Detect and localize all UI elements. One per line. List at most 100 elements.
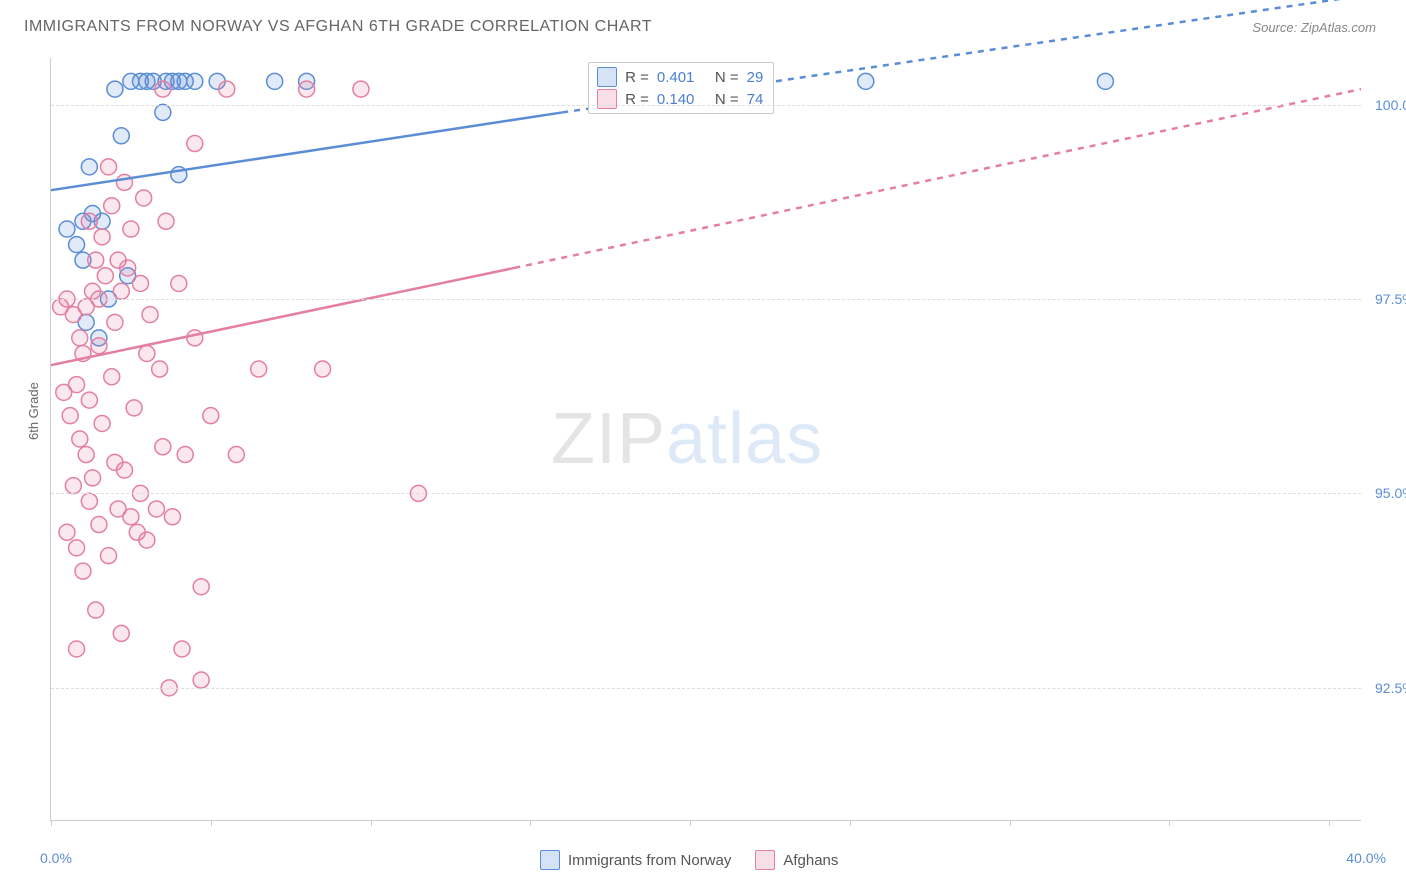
- data-point: [91, 517, 107, 533]
- source-attribution: Source: ZipAtlas.com: [1252, 20, 1376, 35]
- data-point: [132, 275, 148, 291]
- data-point: [148, 501, 164, 517]
- x-tick-mark: [371, 820, 372, 826]
- data-point: [101, 548, 117, 564]
- data-point: [113, 625, 129, 641]
- data-point: [126, 400, 142, 416]
- y-tick-label: 95.0%: [1363, 485, 1406, 501]
- data-point: [94, 415, 110, 431]
- trend-line-dashed: [514, 89, 1361, 268]
- source-value: ZipAtlas.com: [1301, 20, 1376, 35]
- data-point: [88, 252, 104, 268]
- stats-row: R =0.140N =74: [597, 89, 763, 109]
- data-point: [72, 431, 88, 447]
- gridline: [51, 493, 1361, 494]
- data-point: [155, 104, 171, 120]
- y-tick-label: 92.5%: [1363, 680, 1406, 696]
- data-point: [59, 524, 75, 540]
- x-axis-max-label: 40.0%: [1346, 850, 1386, 866]
- data-point: [78, 447, 94, 463]
- data-point: [171, 275, 187, 291]
- gridline: [51, 688, 1361, 689]
- gridline: [51, 299, 1361, 300]
- data-point: [123, 221, 139, 237]
- data-point: [97, 268, 113, 284]
- data-point: [88, 602, 104, 618]
- stat-r-value: 0.401: [657, 69, 707, 86]
- x-tick-mark: [51, 820, 52, 826]
- data-point: [72, 330, 88, 346]
- stats-row: R = 0.401 N = 29: [597, 67, 763, 87]
- x-tick-mark: [1329, 820, 1330, 826]
- data-point: [94, 229, 110, 245]
- data-point: [353, 81, 369, 97]
- stat-n-value: 29: [747, 69, 764, 86]
- data-point: [315, 361, 331, 377]
- legend-swatch: [540, 850, 560, 870]
- legend-swatch: [597, 67, 617, 87]
- stat-r-label: R =: [625, 69, 649, 86]
- data-point: [69, 377, 85, 393]
- data-point: [219, 81, 235, 97]
- data-point: [155, 81, 171, 97]
- data-point: [69, 540, 85, 556]
- x-tick-mark: [211, 820, 212, 826]
- legend-item: Immigrants from Norway: [540, 850, 731, 870]
- data-point: [299, 81, 315, 97]
- data-point: [81, 159, 97, 175]
- data-point: [203, 408, 219, 424]
- data-point: [187, 73, 203, 89]
- x-tick-mark: [1169, 820, 1170, 826]
- data-point: [142, 307, 158, 323]
- data-point: [81, 392, 97, 408]
- trend-line: [51, 112, 562, 190]
- data-point: [193, 579, 209, 595]
- plot-area: R =0.401N =29R =0.140N =74 ZIPatlas 92.5…: [50, 58, 1361, 821]
- data-point: [75, 563, 91, 579]
- data-point: [81, 493, 97, 509]
- data-point: [116, 174, 132, 190]
- data-point: [187, 136, 203, 152]
- data-point: [116, 462, 132, 478]
- data-point: [267, 73, 283, 89]
- x-tick-mark: [530, 820, 531, 826]
- data-point: [228, 447, 244, 463]
- data-point: [177, 447, 193, 463]
- data-point: [69, 237, 85, 253]
- data-point: [91, 338, 107, 354]
- data-point: [858, 73, 874, 89]
- data-point: [155, 439, 171, 455]
- data-point: [62, 408, 78, 424]
- legend-label: Immigrants from Norway: [568, 852, 731, 869]
- legend-label: Afghans: [783, 852, 838, 869]
- data-point: [152, 361, 168, 377]
- source-label: Source:: [1252, 20, 1297, 35]
- data-point: [193, 672, 209, 688]
- data-point: [139, 532, 155, 548]
- data-point: [123, 509, 139, 525]
- data-point: [187, 330, 203, 346]
- data-point: [174, 641, 190, 657]
- data-point: [101, 159, 117, 175]
- data-point: [164, 509, 180, 525]
- x-axis-min-label: 0.0%: [40, 850, 72, 866]
- y-axis-label: 6th Grade: [26, 382, 41, 440]
- y-tick-label: 100.0%: [1363, 97, 1406, 113]
- data-point: [107, 314, 123, 330]
- chart-title: IMMIGRANTS FROM NORWAY VS AFGHAN 6TH GRA…: [24, 18, 652, 36]
- data-point: [251, 361, 267, 377]
- stat-n-label: N =: [715, 69, 739, 86]
- data-point: [85, 470, 101, 486]
- data-point: [59, 221, 75, 237]
- legend-item: Afghans: [755, 850, 838, 870]
- data-point: [65, 478, 81, 494]
- data-point: [1097, 73, 1113, 89]
- x-tick-mark: [850, 820, 851, 826]
- data-point: [81, 213, 97, 229]
- x-tick-mark: [1010, 820, 1011, 826]
- data-point: [107, 81, 123, 97]
- data-point: [158, 213, 174, 229]
- data-point: [104, 198, 120, 214]
- data-point: [136, 190, 152, 206]
- data-point: [113, 283, 129, 299]
